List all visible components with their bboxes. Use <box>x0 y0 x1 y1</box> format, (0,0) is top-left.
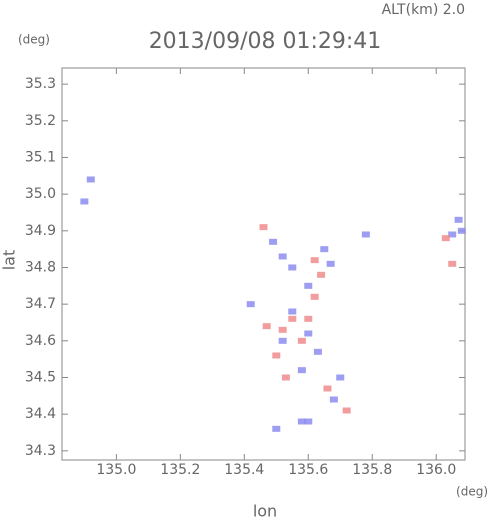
data-point <box>326 260 335 267</box>
x-tick-label: 135.6 <box>288 462 328 478</box>
data-point <box>278 337 287 344</box>
y-tick-label: 35.2 <box>25 113 56 129</box>
y-tick-label: 35.1 <box>25 149 56 165</box>
data-point <box>278 253 287 260</box>
data-point <box>304 330 313 337</box>
data-point <box>448 260 457 267</box>
data-point <box>269 238 278 245</box>
data-point <box>297 418 306 425</box>
y-tick-label: 34.5 <box>25 369 56 385</box>
x-unit: (deg) <box>456 485 488 499</box>
data-point <box>448 231 457 238</box>
y-tick-label: 35.0 <box>25 186 56 202</box>
data-point <box>297 367 306 374</box>
y-tick-label: 34.9 <box>25 223 56 239</box>
data-point <box>246 301 255 308</box>
data-point <box>304 315 313 322</box>
data-point <box>454 216 463 223</box>
data-point <box>272 352 281 359</box>
data-point <box>304 282 313 289</box>
data-point <box>457 227 466 234</box>
data-point <box>320 246 329 253</box>
data-point <box>281 374 290 381</box>
data-point <box>336 374 345 381</box>
x-axis-label: lon <box>253 502 277 521</box>
y-tick-label: 34.8 <box>25 259 56 275</box>
y-unit: (deg) <box>18 33 50 47</box>
y-tick-label: 34.4 <box>25 406 56 422</box>
y-tick-label: 34.3 <box>25 443 56 459</box>
data-point <box>288 264 297 271</box>
y-tick-label: 35.3 <box>25 76 56 92</box>
x-tick-label: 135.0 <box>96 462 136 478</box>
data-point <box>361 231 370 238</box>
plot-frame <box>61 67 466 461</box>
y-tick-label: 34.6 <box>25 333 56 349</box>
x-tick-label: 136.0 <box>416 462 456 478</box>
data-point <box>259 224 268 231</box>
x-tick-label: 135.4 <box>224 462 264 478</box>
data-point <box>323 385 332 392</box>
data-point <box>262 323 271 330</box>
data-point <box>342 407 351 414</box>
x-tick-label: 135.8 <box>352 462 392 478</box>
data-point <box>329 396 338 403</box>
x-tick-label: 135.2 <box>160 462 200 478</box>
data-point <box>288 315 297 322</box>
y-tick-label: 34.7 <box>25 296 56 312</box>
data-point <box>441 235 450 242</box>
data-point <box>313 348 322 355</box>
data-point <box>288 308 297 315</box>
data-point <box>317 271 326 278</box>
data-point <box>278 326 287 333</box>
chart-title: 2013/09/08 01:29:41 <box>149 29 382 54</box>
y-axis-label: lat <box>0 250 19 271</box>
data-point <box>310 293 319 300</box>
data-point <box>310 257 319 264</box>
data-point <box>297 337 306 344</box>
data-point <box>304 418 313 425</box>
data-point <box>86 176 95 183</box>
annotation: ALT(km) 2.0 <box>382 2 465 18</box>
data-point <box>80 198 89 205</box>
data-point <box>272 425 281 432</box>
